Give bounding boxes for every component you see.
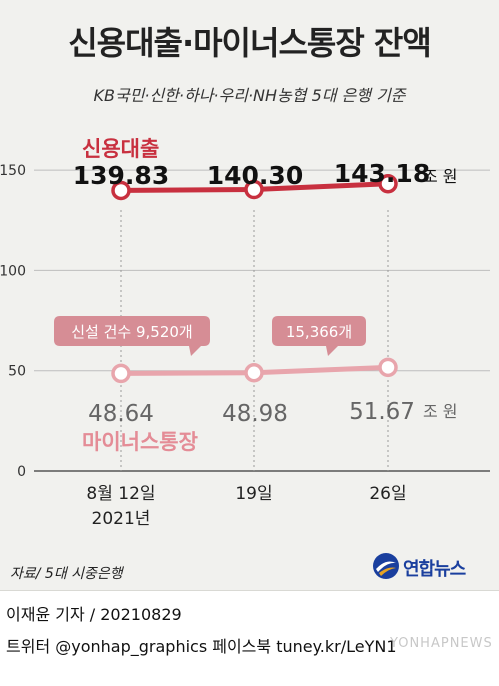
- annotation-label: 15,366개: [286, 323, 352, 341]
- page-title: 신용대출·마이너스통장 잔액: [68, 24, 432, 62]
- y-tick-label: 0: [17, 464, 26, 480]
- series-name-credit-loan: 신용대출: [82, 137, 159, 161]
- series-name-minus-account: 마이너스통장: [82, 430, 198, 454]
- data-label: 139.83: [73, 161, 169, 190]
- x-tick-label: 26일: [369, 484, 406, 504]
- unit-label: 조 원: [423, 402, 458, 421]
- page-subtitle: KB국민·신한·하나·우리·NH농협 5대 은행 기준: [93, 86, 406, 105]
- data-point: [111, 180, 131, 201]
- y-tick-label: 50: [8, 364, 26, 380]
- logo-text: 연합뉴스: [403, 559, 466, 580]
- credit-line-reporter: 이재윤 기자 / 20210829: [6, 605, 182, 624]
- x-tick-label: 8월 12일: [86, 484, 155, 504]
- data-point: [244, 179, 264, 200]
- x-tick-label: 19일: [235, 484, 272, 504]
- infographic-card: [0, 0, 499, 591]
- data-point: [378, 357, 398, 378]
- yonhap-logo-icon: [373, 553, 399, 579]
- unit-label: 조 원: [423, 167, 458, 186]
- data-label: 51.67: [349, 399, 415, 425]
- x-tick-label-year: 2021년: [92, 509, 151, 529]
- annotation-label: 신설 건수 9,520개: [71, 323, 192, 341]
- yonhap-logo: 연합뉴스: [372, 548, 494, 584]
- credit-line-social: 트위터 @yonhap_graphics 페이스북 tuney.kr/LeYN1: [6, 637, 397, 656]
- watermark: YONHAPNEWS: [390, 636, 493, 651]
- annotation-bubble: [272, 316, 366, 356]
- data-point: [378, 173, 398, 194]
- y-tick-label: 150: [0, 163, 26, 179]
- data-label: 48.64: [88, 401, 154, 427]
- data-label: 143.18: [334, 159, 430, 188]
- data-point: [111, 363, 131, 384]
- data-label: 140.30: [207, 161, 303, 190]
- line-chart: 0 50 100 150 8월 12일 2021년 19일 26일 신설 건수 9,520개 15…: [0, 137, 490, 529]
- data-point: [244, 362, 264, 383]
- annotation-bubble: [54, 316, 210, 356]
- y-tick-label: 100: [0, 263, 26, 279]
- data-label: 48.98: [222, 401, 288, 427]
- source-note: 자료/ 5대 시중은행: [10, 566, 123, 582]
